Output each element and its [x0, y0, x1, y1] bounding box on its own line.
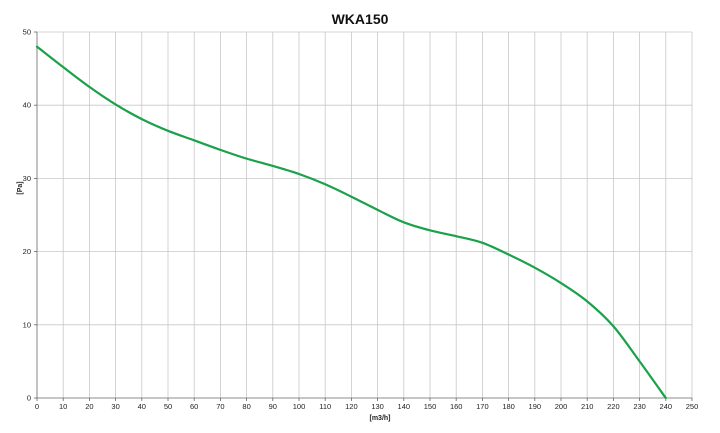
data-point [429, 230, 430, 231]
y-tick-label: 40 [23, 101, 31, 110]
data-point [587, 301, 588, 302]
data-point [482, 242, 483, 243]
series-line [35, 45, 667, 400]
data-point [141, 119, 142, 120]
data-point [351, 196, 352, 197]
data-point [36, 46, 37, 47]
x-tick-label: 70 [216, 402, 224, 411]
chart-title: WKA150 [332, 11, 389, 27]
x-tick-label: 120 [345, 402, 358, 411]
x-tick-label: 190 [529, 402, 542, 411]
series-layer [35, 45, 667, 400]
x-tick-label: 230 [633, 402, 646, 411]
data-point [534, 267, 535, 268]
data-point [272, 165, 273, 166]
data-point [220, 149, 221, 150]
data-point [560, 282, 561, 283]
data-point [194, 140, 195, 141]
x-tick-label: 200 [555, 402, 568, 411]
data-point [377, 209, 378, 210]
data-point [63, 67, 64, 68]
data-point [115, 104, 116, 105]
y-tick-label: 20 [23, 247, 31, 256]
x-axis-label: [m3/h] [370, 415, 391, 422]
data-point [167, 130, 168, 131]
y-tick-label: 30 [23, 174, 31, 183]
data-point [298, 173, 299, 174]
x-tick-label: 100 [293, 402, 306, 411]
data-point [325, 184, 326, 185]
grid-lines [37, 31, 693, 398]
y-tick-label: 0 [27, 394, 31, 403]
x-tick-label: 180 [502, 402, 515, 411]
data-point [89, 86, 90, 87]
x-tick-label: 40 [138, 402, 146, 411]
data-point [639, 361, 640, 362]
x-tick-label: 80 [242, 402, 250, 411]
x-tick-label: 250 [686, 402, 699, 411]
x-tick-label: 90 [269, 402, 277, 411]
x-tick-label: 0 [35, 402, 39, 411]
data-point [246, 158, 247, 159]
x-tick-label: 160 [450, 402, 463, 411]
data-point [456, 236, 457, 237]
data-point [508, 254, 509, 255]
data-point [665, 397, 666, 398]
x-tick-label: 20 [85, 402, 93, 411]
data-point [613, 326, 614, 327]
x-tick-label: 30 [111, 402, 119, 411]
axes [34, 31, 693, 401]
y-tick-label: 50 [23, 28, 31, 37]
x-tick-label: 220 [607, 402, 620, 411]
tick-labels: 0 10 20 30 40 50 60 70 80 90 100 110 120 130 140 150 160… [23, 28, 699, 412]
x-tick-label: 10 [59, 402, 67, 411]
x-tick-label: 150 [424, 402, 437, 411]
y-axis-label: [Pa] [17, 181, 24, 194]
x-tick-label: 60 [190, 402, 198, 411]
x-tick-label: 240 [660, 402, 673, 411]
data-point [403, 222, 404, 223]
y-tick-label: 10 [23, 320, 31, 329]
x-tick-label: 170 [476, 402, 489, 411]
x-tick-label: 110 [319, 402, 331, 411]
x-tick-label: 130 [371, 402, 384, 411]
x-tick-label: 140 [398, 402, 411, 411]
x-tick-label: 50 [164, 402, 172, 411]
x-tick-label: 210 [581, 402, 594, 411]
